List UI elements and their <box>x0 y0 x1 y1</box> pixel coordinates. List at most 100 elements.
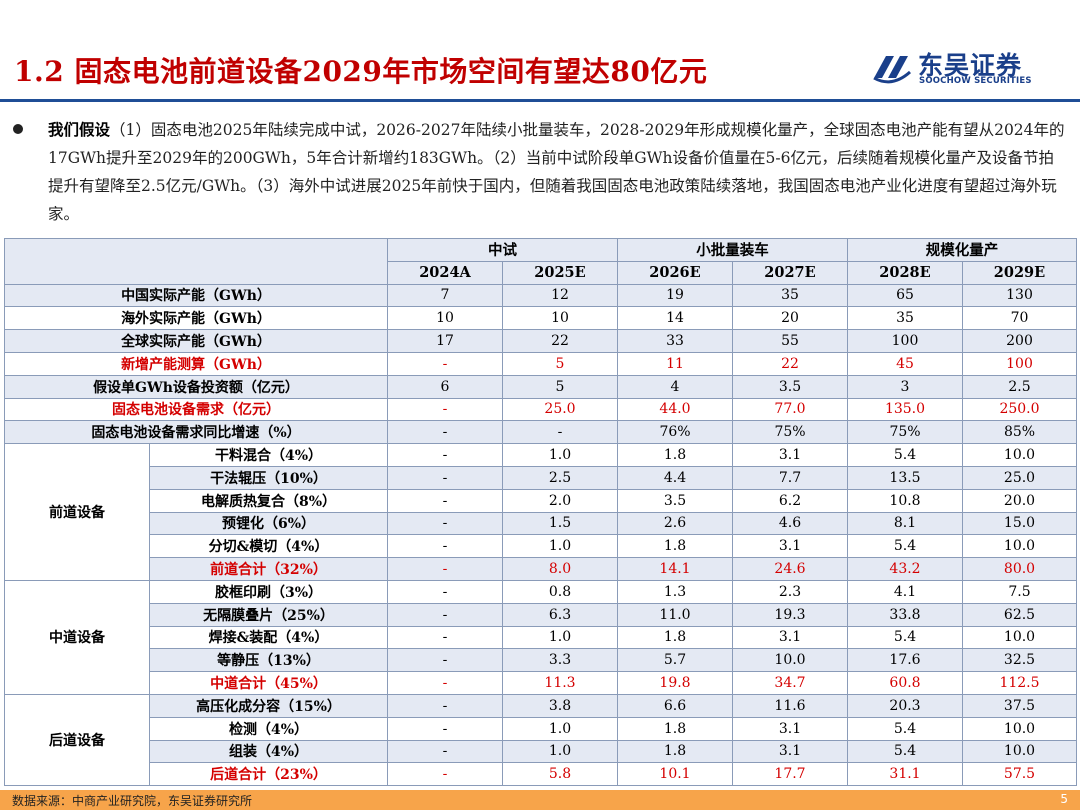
cell-value: - <box>387 488 503 513</box>
cell-value: - <box>387 671 503 695</box>
cell-value: 3.1 <box>732 716 848 741</box>
cell-value: 20.0 <box>962 488 1077 513</box>
cell-value: 1.0 <box>502 534 618 559</box>
cell-value: 11 <box>617 351 733 376</box>
phase-small-batch: 小批量装车 <box>617 238 848 262</box>
row-label: 组装（4%） <box>149 739 388 764</box>
cell-value: 19.8 <box>617 671 733 695</box>
cell-value: - <box>387 557 503 581</box>
row-label: 固态电池设备需求同比增速（%） <box>4 420 388 445</box>
row-label: 全球实际产能（GWh） <box>4 329 388 353</box>
table-row: 全球实际产能（GWh） 17 22 33 55 100 200 <box>4 329 1077 353</box>
cell-value: 6.2 <box>732 488 848 513</box>
cell-value: 5.4 <box>847 625 963 650</box>
row-label: 焊接&装配（4%） <box>149 625 388 650</box>
cell-value: 5.7 <box>617 648 733 673</box>
cell-value: 112.5 <box>962 671 1077 695</box>
footer-bar <box>0 790 1080 810</box>
table-row: 焊接&装配（4%） -1.0 1.8 3.1 5.4 10.0 <box>5 625 1077 650</box>
year-header: 2027E <box>732 260 848 285</box>
cell-value: 3.1 <box>732 534 848 559</box>
table-row: 分切&模切（4%） -1.0 1.8 3.1 5.4 10.0 <box>5 534 1077 559</box>
table-row: 固态电池设备需求（亿元） -25.0 44.0 77.0 135.0 250.0 <box>4 397 1077 422</box>
cell-value: 100 <box>847 329 963 353</box>
cell-value: 22 <box>502 329 618 353</box>
cell-value: 43.2 <box>847 557 963 581</box>
cell-value: 75% <box>847 420 963 445</box>
cell-value: 2.0 <box>502 488 618 513</box>
cell-value: 8.1 <box>847 511 963 536</box>
cell-value: 33.8 <box>847 602 963 627</box>
table-row: 固态电池设备需求同比增速（%） - -76% 75% 75% 85% <box>4 420 1077 445</box>
cell-value: 135.0 <box>847 397 963 422</box>
equipment-rows: 前道设备 干料混合（4%） -1.0 1.8 3.1 5.4 10.0 干法辊压（10%） -2… <box>4 443 1077 787</box>
table-row: 后道设备 高压化成分容（15%） -3.8 6.6 11.6 20.3 37.5 <box>4 693 1077 787</box>
row-label: 固态电池设备需求（亿元） <box>4 397 388 422</box>
cell-value: 10.0 <box>962 739 1077 764</box>
cell-value: 34.7 <box>732 671 848 695</box>
cell-value: 200 <box>962 329 1077 353</box>
table-row: 预锂化（6%） -1.5 2.6 4.6 8.1 15.0 <box>5 511 1077 536</box>
cell-value: 11.3 <box>502 671 618 695</box>
cell-value: 100 <box>962 351 1077 376</box>
cell-value: - <box>387 534 503 559</box>
cell-value: 10.0 <box>962 716 1077 741</box>
cell-value: 15.0 <box>962 511 1077 536</box>
cell-value: 3.1 <box>732 443 848 467</box>
year-header: 2024A <box>387 260 503 285</box>
cell-value: 7.5 <box>962 579 1077 604</box>
cell-value: 17.7 <box>732 762 848 787</box>
cell-value: 14 <box>617 306 733 331</box>
cell-value: 1.0 <box>502 739 618 764</box>
cell-value: 8.0 <box>502 557 618 581</box>
cell-value: 65 <box>847 283 963 308</box>
cell-value: 24.6 <box>732 557 848 581</box>
row-label: 分切&模切（4%） <box>149 534 388 559</box>
row-label: 检测（4%） <box>149 716 388 741</box>
cell-value: 3.5 <box>732 374 848 399</box>
cell-value: 3.8 <box>502 693 618 718</box>
phase-mass-production: 规模化量产 <box>847 238 1077 262</box>
cell-value: 3.5 <box>617 488 733 513</box>
cell-value: 60.8 <box>847 671 963 695</box>
cell-value: - <box>387 602 503 627</box>
cell-value: 10.0 <box>732 648 848 673</box>
cell-value: 25.0 <box>962 465 1077 490</box>
table-row: 等静压（13%） -3.3 5.7 10.0 17.6 32.5 <box>5 648 1077 673</box>
cell-value: 0.8 <box>502 579 618 604</box>
cell-value: - <box>387 511 503 536</box>
cell-value: 85% <box>962 420 1077 445</box>
cell-value: 1.0 <box>502 443 618 467</box>
bullet-dot <box>13 124 23 134</box>
cell-value: 20 <box>732 306 848 331</box>
table-row: 新增产能测算（GWh） -5 11 22 45 100 <box>4 351 1077 376</box>
page-number: 5 <box>1060 792 1068 806</box>
cell-value: - <box>387 420 503 445</box>
cell-value: - <box>387 443 503 467</box>
cell-value: 7 <box>387 283 503 308</box>
cell-value: 2.6 <box>617 511 733 536</box>
cell-value: 4.6 <box>732 511 848 536</box>
cell-value: 44.0 <box>617 397 733 422</box>
row-label: 中国实际产能（GWh） <box>4 283 388 308</box>
row-label: 后道合计（23%） <box>149 762 388 787</box>
cell-value: 5.4 <box>847 443 963 467</box>
page-title: 1.2 固态电池前道设备2029年市场空间有望达80亿元 <box>14 55 708 88</box>
cell-value: 4 <box>617 374 733 399</box>
cell-value: 80.0 <box>962 557 1077 581</box>
year-header-row: 2024A 2025E 2026E 2027E 2028E 2029E <box>5 260 1077 285</box>
cell-value: 5.8 <box>502 762 618 787</box>
table-row: 中国实际产能（GWh） 7 12 19 35 65 130 <box>4 283 1077 308</box>
year-header: 2029E <box>962 260 1077 285</box>
cell-value: 76% <box>617 420 733 445</box>
cell-value: 11.6 <box>732 693 848 718</box>
cell-value: 10.8 <box>847 488 963 513</box>
cell-value: 10 <box>502 306 618 331</box>
cell-value: 5 <box>502 351 618 376</box>
cell-value: - <box>387 716 503 741</box>
cell-value: 6.6 <box>617 693 733 718</box>
group-label: 后道设备 <box>4 693 150 787</box>
assumption-paragraph: 我们假设（1）固态电池2025年陆续完成中试，2026-2027年陆续小批量装车… <box>48 116 1068 228</box>
row-label: 预锂化（6%） <box>149 511 388 536</box>
cell-value: 6 <box>387 374 503 399</box>
